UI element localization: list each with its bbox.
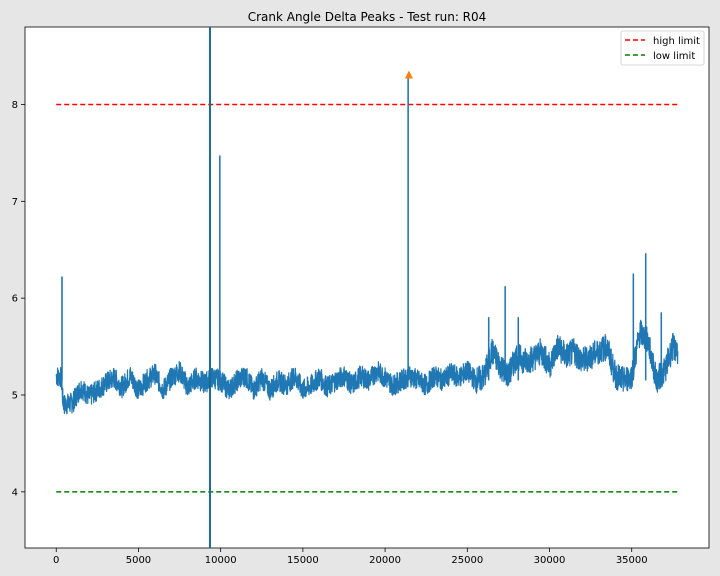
series-group (55, 27, 679, 548)
y-tick-label: 5 (12, 390, 18, 401)
y-tick-label: 8 (12, 100, 18, 111)
legend-high-limit-label: high limit (653, 36, 700, 47)
x-tick-label: 15000 (287, 555, 319, 566)
x-tick-label: 0 (53, 555, 59, 566)
legend-low-limit-label: low limit (653, 51, 695, 62)
y-axis: 4 5 6 7 8 (12, 100, 25, 498)
y-tick-label: 7 (12, 197, 18, 208)
x-tick-label: 25000 (451, 555, 483, 566)
x-tick-label: 30000 (534, 555, 566, 566)
x-tick-label: 10000 (205, 555, 237, 566)
legend: high limit low limit (620, 30, 705, 66)
x-tick-label: 35000 (616, 555, 648, 566)
signal-series-line (55, 76, 679, 415)
x-axis: 0 5000 10000 15000 20000 25000 30000 35000 (53, 548, 648, 566)
plot-area (24, 26, 710, 549)
y-tick-label: 4 (12, 487, 18, 498)
y-tick-label: 6 (12, 294, 18, 305)
chart-title: Crank Angle Delta Peaks - Test run: R04 (248, 10, 487, 24)
x-tick-label: 20000 (369, 555, 401, 566)
peak-marker (404, 70, 413, 79)
x-tick-label: 5000 (126, 555, 151, 566)
